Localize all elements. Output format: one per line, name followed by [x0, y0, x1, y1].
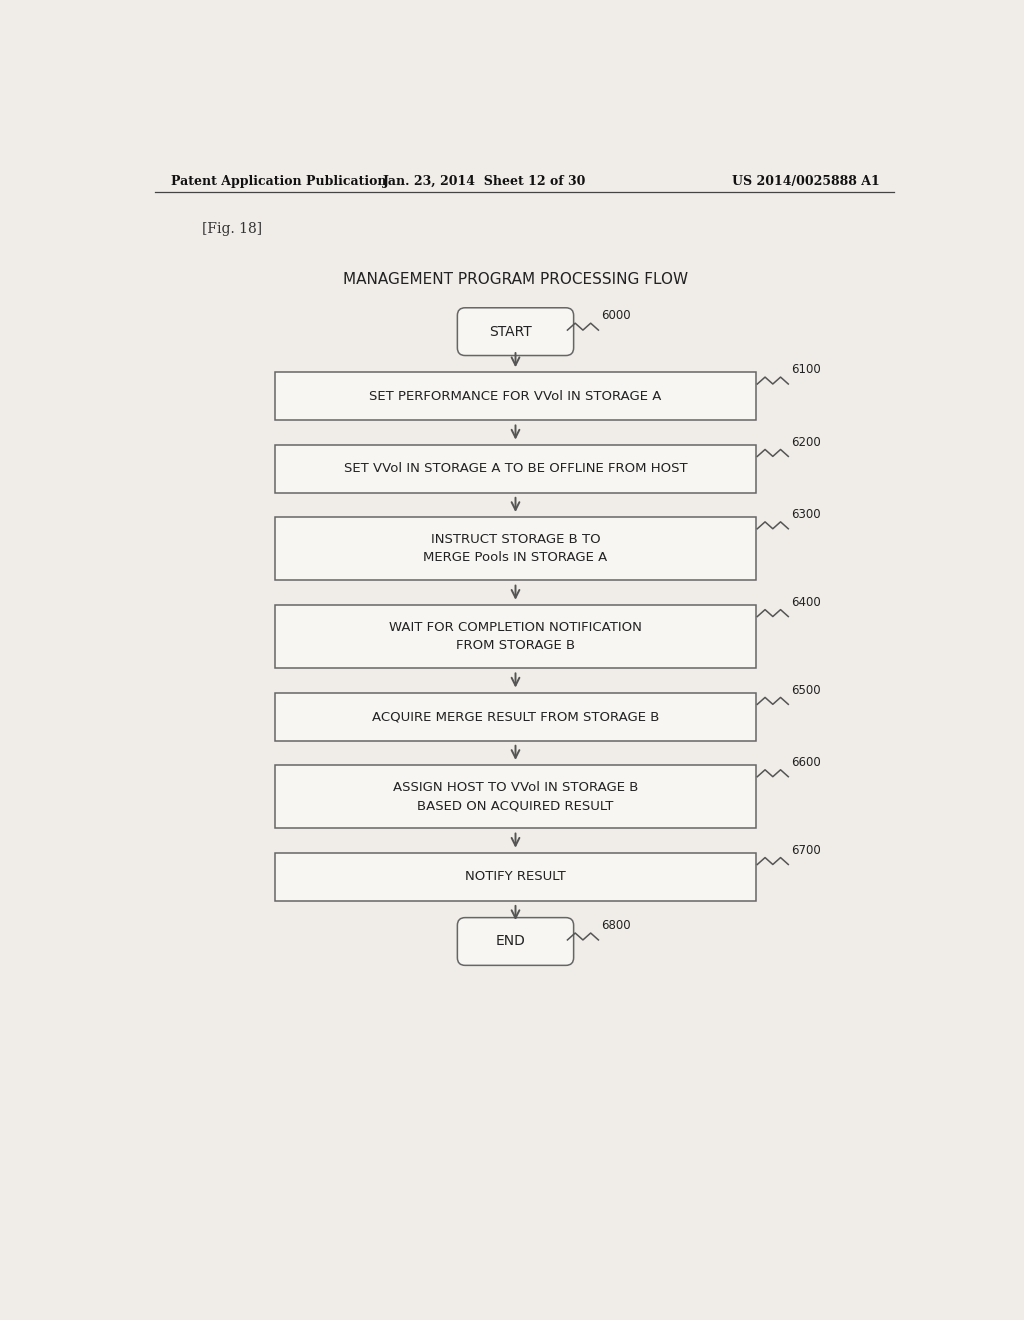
Text: Jan. 23, 2014  Sheet 12 of 30: Jan. 23, 2014 Sheet 12 of 30 [383, 176, 586, 189]
Text: NOTIFY RESULT: NOTIFY RESULT [465, 870, 566, 883]
FancyBboxPatch shape [275, 693, 756, 741]
FancyBboxPatch shape [275, 605, 756, 668]
Text: ACQUIRE MERGE RESULT FROM STORAGE B: ACQUIRE MERGE RESULT FROM STORAGE B [372, 710, 659, 723]
Text: ASSIGN HOST TO VVol IN STORAGE B: ASSIGN HOST TO VVol IN STORAGE B [393, 781, 638, 795]
Text: Patent Application Publication: Patent Application Publication [171, 176, 386, 189]
Text: US 2014/0025888 A1: US 2014/0025888 A1 [732, 176, 880, 189]
Text: WAIT FOR COMPLETION NOTIFICATION: WAIT FOR COMPLETION NOTIFICATION [389, 622, 642, 634]
Text: 6000: 6000 [601, 309, 631, 322]
Text: 6400: 6400 [792, 595, 821, 609]
Text: 6300: 6300 [792, 508, 821, 521]
Text: 6200: 6200 [792, 436, 821, 449]
Text: 6700: 6700 [792, 843, 821, 857]
Text: MANAGEMENT PROGRAM PROCESSING FLOW: MANAGEMENT PROGRAM PROCESSING FLOW [343, 272, 688, 288]
FancyBboxPatch shape [275, 372, 756, 420]
Text: BASED ON ACQUIRED RESULT: BASED ON ACQUIRED RESULT [418, 799, 613, 812]
FancyBboxPatch shape [275, 445, 756, 492]
FancyBboxPatch shape [275, 853, 756, 900]
Text: 6800: 6800 [601, 919, 631, 932]
Text: SET PERFORMANCE FOR VVol IN STORAGE A: SET PERFORMANCE FOR VVol IN STORAGE A [370, 389, 662, 403]
Text: END: END [496, 935, 525, 949]
Text: SET VVol IN STORAGE A TO BE OFFLINE FROM HOST: SET VVol IN STORAGE A TO BE OFFLINE FROM… [344, 462, 687, 475]
FancyBboxPatch shape [458, 308, 573, 355]
Text: [Fig. 18]: [Fig. 18] [202, 222, 262, 235]
FancyBboxPatch shape [275, 517, 756, 581]
Text: 6100: 6100 [792, 363, 821, 376]
FancyBboxPatch shape [458, 917, 573, 965]
Text: START: START [489, 325, 532, 339]
Text: 6500: 6500 [792, 684, 821, 697]
Text: INSTRUCT STORAGE B TO: INSTRUCT STORAGE B TO [431, 533, 600, 546]
FancyBboxPatch shape [275, 766, 756, 829]
Text: MERGE Pools IN STORAGE A: MERGE Pools IN STORAGE A [423, 552, 607, 564]
Text: 6600: 6600 [792, 756, 821, 770]
Text: FROM STORAGE B: FROM STORAGE B [456, 639, 575, 652]
